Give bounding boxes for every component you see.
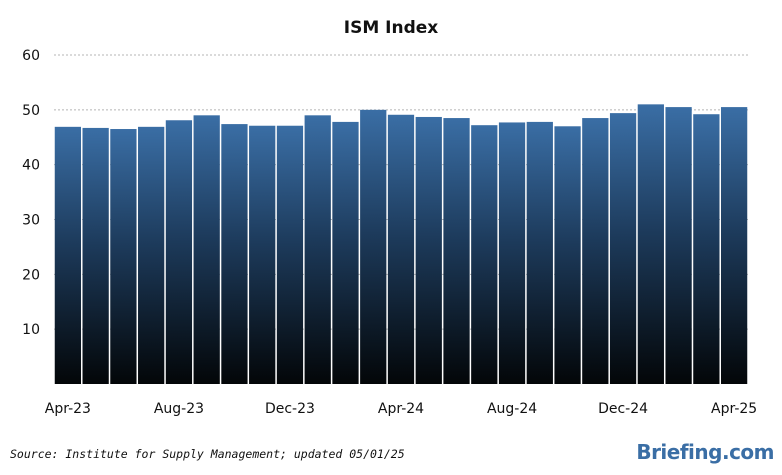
y-axis-ticks: 10 20 30 40 50 60 <box>22 48 40 338</box>
bar-sep-23 <box>193 115 220 385</box>
bar-mar-25 <box>693 114 720 384</box>
x-tick-label: Dec-23 <box>265 401 315 417</box>
y-tick-label: 50 <box>22 103 40 119</box>
bar-may-23 <box>82 127 109 384</box>
bar-jul-23 <box>138 126 165 384</box>
brand-logo[interactable]: Briefing.com <box>636 440 774 464</box>
bar-feb-25 <box>665 107 692 384</box>
chart-title: ISM Index <box>343 18 439 38</box>
bar-nov-23 <box>249 125 276 385</box>
bar-apr-23 <box>54 126 82 384</box>
bar-apr-25 <box>720 107 748 384</box>
source-note: Source: Institute for Supply Management;… <box>10 447 405 461</box>
x-tick-label: Apr-24 <box>378 401 424 417</box>
x-tick-label: Aug-23 <box>154 401 204 417</box>
x-tick-label: Apr-25 <box>711 401 757 417</box>
bar-mar-24 <box>360 109 387 384</box>
bars <box>54 104 748 385</box>
bar-oct-23 <box>221 124 248 384</box>
y-tick-label: 60 <box>22 48 40 64</box>
x-tick-label: Dec-24 <box>598 401 648 417</box>
y-tick-label: 20 <box>22 267 40 283</box>
bar-jan-24 <box>304 115 331 385</box>
bar-jan-25 <box>637 104 664 384</box>
bar-dec-24 <box>609 113 637 384</box>
x-axis-ticks: Apr-23 Aug-23 Dec-23 Apr-24 Aug-24 Dec-24 Apr-… <box>45 401 757 417</box>
bar-nov-24 <box>582 118 609 384</box>
bar-may-24 <box>415 116 442 384</box>
bar-jun-23 <box>110 129 137 384</box>
bar-dec-23 <box>276 125 304 385</box>
bar-oct-24 <box>554 126 581 385</box>
bar-apr-24 <box>387 114 415 384</box>
bar-jul-24 <box>471 125 498 384</box>
bar-jun-24 <box>443 118 470 384</box>
x-tick-label: Aug-24 <box>487 401 537 417</box>
bar-aug-24 <box>498 122 526 384</box>
y-tick-label: 10 <box>22 322 40 338</box>
bar-feb-24 <box>332 121 359 384</box>
x-tick-label: Apr-23 <box>45 401 91 417</box>
bar-sep-24 <box>526 121 553 384</box>
y-tick-label: 40 <box>22 158 40 174</box>
y-tick-label: 30 <box>22 213 40 229</box>
bar-aug-23 <box>165 120 193 385</box>
